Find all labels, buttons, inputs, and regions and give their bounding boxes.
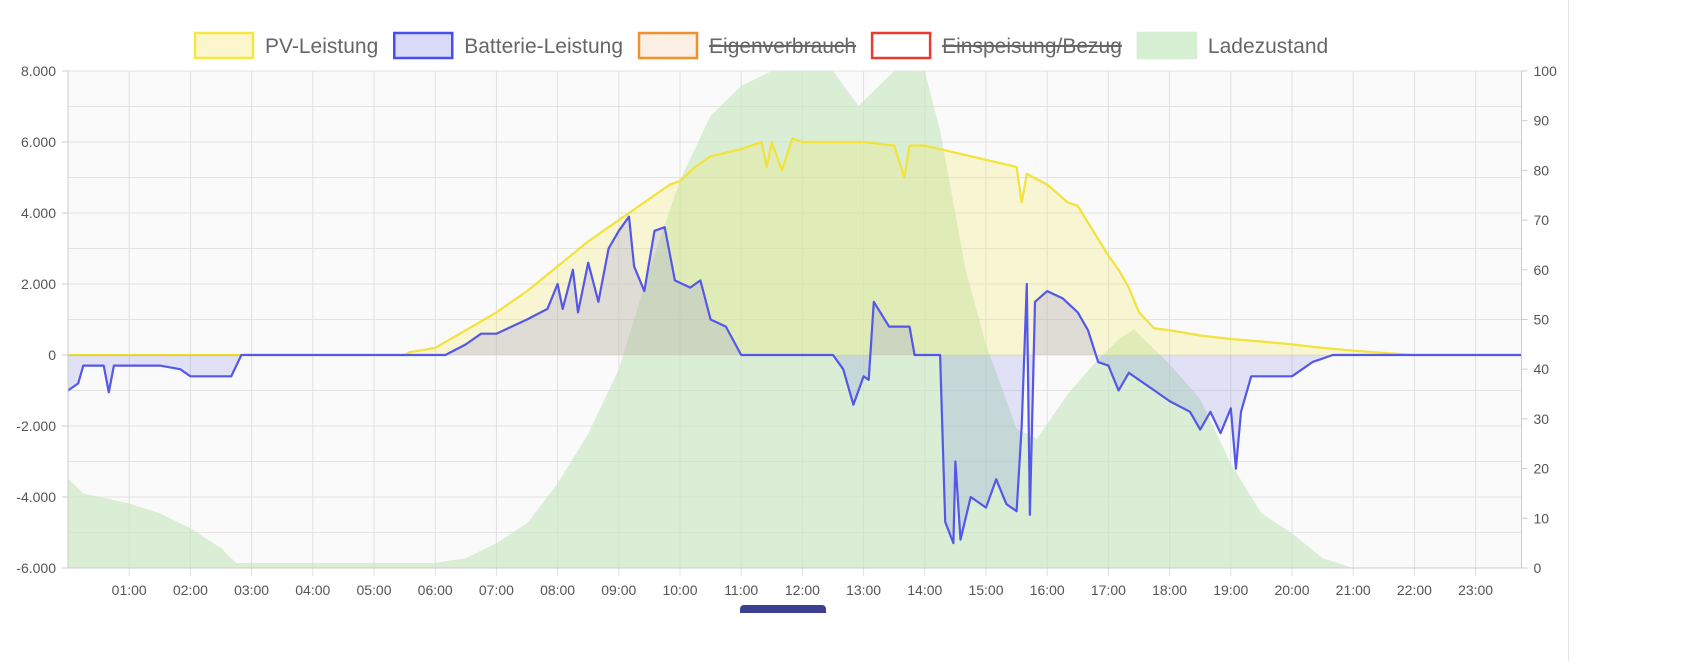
legend-swatch xyxy=(393,31,454,60)
pv-leistung-line xyxy=(68,137,1522,357)
x-tick-label: 06:00 xyxy=(418,582,453,598)
x-tick-label: 20:00 xyxy=(1274,582,1309,598)
legend-swatch xyxy=(637,31,699,60)
legend-swatch xyxy=(870,31,932,60)
legend-item-ladezustand[interactable]: Ladezustand xyxy=(1136,31,1328,60)
x-tick-label: 03:00 xyxy=(234,582,269,598)
x-tick-label: 02:00 xyxy=(173,582,208,598)
y-right-tick-label: 50 xyxy=(1534,312,1550,328)
y-left-tick-label: -6.000 xyxy=(16,560,56,576)
y-right-tick-label: 40 xyxy=(1534,361,1550,377)
x-tick-label: 10:00 xyxy=(662,582,697,598)
y-right-tick-label: 90 xyxy=(1534,113,1550,129)
legend-item-eigenverbrauch[interactable]: Eigenverbrauch xyxy=(637,31,857,60)
axes: 8.000 6.000 4.000 2.000 0 -2.000 -4.000 -6.000 1… xyxy=(16,63,1557,598)
x-tick-label: 13:00 xyxy=(846,582,881,598)
x-tick-label: 14:00 xyxy=(907,582,942,598)
y-left-tick-label: 8.000 xyxy=(21,63,56,79)
legend-swatch xyxy=(193,31,255,60)
y-right-tick-label: 60 xyxy=(1534,262,1550,278)
legend-item-einspeisung-bezug[interactable]: Einspeisung/Bezug xyxy=(870,31,1122,60)
ladezustand-area xyxy=(68,71,1522,568)
legend-label: Batterie-Leistung xyxy=(464,35,623,58)
x-tick-label: 07:00 xyxy=(479,582,514,598)
y-left-tick-label: 6.000 xyxy=(21,134,56,150)
x-tick-label: 21:00 xyxy=(1336,582,1371,598)
x-tick-label: 23:00 xyxy=(1458,582,1493,598)
y-left-tick-label: 4.000 xyxy=(21,205,56,221)
x-tick-label: 22:00 xyxy=(1397,582,1432,598)
energy-chart: PV-Leistung Batterie-Leistung Eigenverbrau… xyxy=(16,31,1557,598)
legend-label: PV-Leistung xyxy=(265,35,378,58)
legend-label: Ladezustand xyxy=(1208,35,1328,58)
x-tick-label: 16:00 xyxy=(1030,582,1065,598)
y-right-tick-label: 30 xyxy=(1534,411,1550,427)
x-tick-label: 18:00 xyxy=(1152,582,1187,598)
x-tick-label: 15:00 xyxy=(968,582,1003,598)
series-layer xyxy=(67,71,1522,568)
y-left-tick-label: -4.000 xyxy=(16,489,56,505)
x-tick-label: 04:00 xyxy=(295,582,330,598)
y-left-tick-label: -2.000 xyxy=(16,418,56,434)
x-tick-label: 01:00 xyxy=(112,582,147,598)
y-left-tick-label: 2.000 xyxy=(21,276,56,292)
x-tick-label: 19:00 xyxy=(1213,582,1248,598)
y-right-tick-label: 20 xyxy=(1534,461,1550,477)
x-tick-label: 12:00 xyxy=(785,582,820,598)
y-right-tick-label: 80 xyxy=(1534,162,1550,178)
y-right-tick-label: 0 xyxy=(1534,560,1542,576)
batterie-leistung-area xyxy=(68,216,1522,544)
x-tick-label: 08:00 xyxy=(540,582,575,598)
y-right-tick-label: 100 xyxy=(1534,63,1558,79)
x-tick-label: 05:00 xyxy=(356,582,391,598)
x-tick-label: 17:00 xyxy=(1091,582,1126,598)
y-right-tick-label: 10 xyxy=(1534,510,1550,526)
y-left-tick-label: 0 xyxy=(48,347,56,363)
legend-item-batterie-leistung[interactable]: Batterie-Leistung xyxy=(393,31,623,60)
x-tick-label: 11:00 xyxy=(724,582,758,598)
scroll-handle[interactable] xyxy=(740,605,826,613)
x-tick-label: 09:00 xyxy=(601,582,636,598)
chart-container: PV-Leistung Batterie-Leistung Eigenverbrau… xyxy=(16,0,1569,661)
legend-swatch xyxy=(1136,31,1198,60)
legend-item-pv-leistung[interactable]: PV-Leistung xyxy=(193,31,378,60)
legend: PV-Leistung Batterie-Leistung Eigenverbrau… xyxy=(193,31,1328,60)
batterie-leistung-line xyxy=(67,215,1522,545)
y-right-tick-label: 70 xyxy=(1534,212,1550,228)
pv-leistung-area xyxy=(68,138,1522,355)
